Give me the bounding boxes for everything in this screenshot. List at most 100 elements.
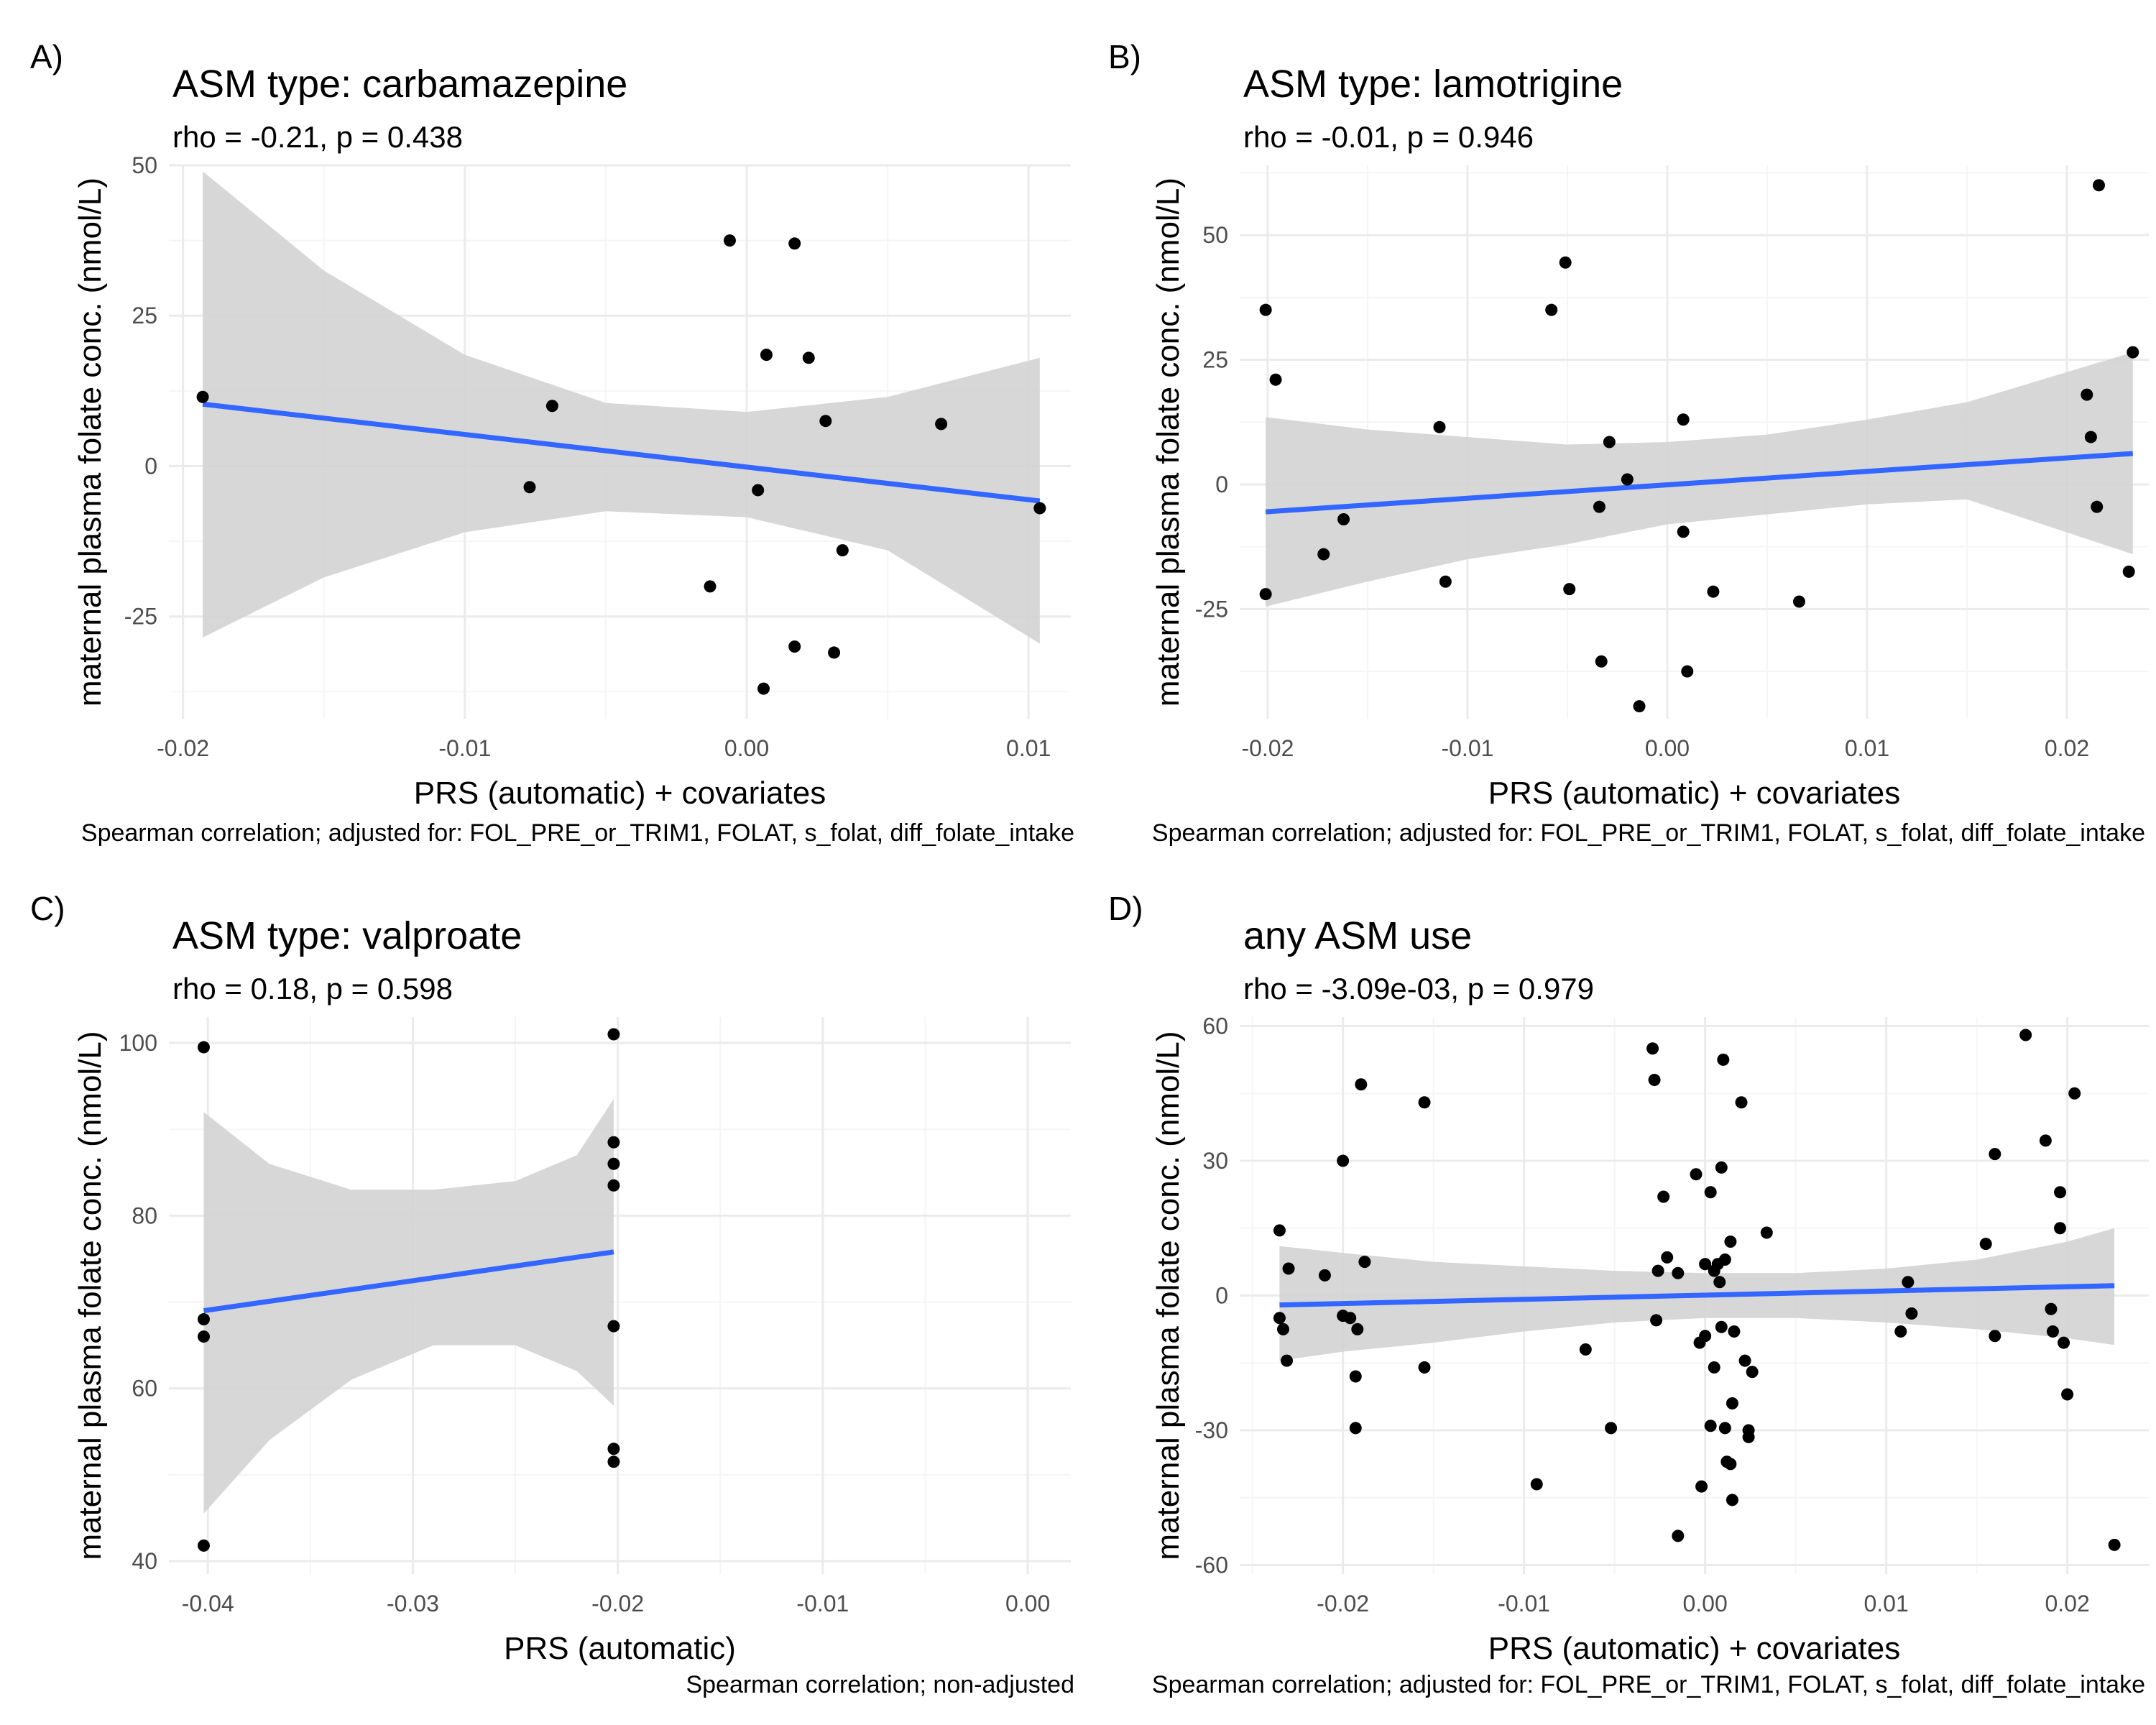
panel-subtitle: rho = -3.09e-03, p = 0.979 <box>1243 972 1594 1006</box>
data-point <box>1633 700 1646 713</box>
panel-title: ASM type: lamotrigine <box>1243 63 1623 106</box>
data-point <box>1259 588 1272 601</box>
y-tick-label: 40 <box>132 1548 157 1574</box>
data-point <box>607 1179 620 1192</box>
data-point <box>2068 1087 2081 1100</box>
panel-subtitle: rho = -0.21, p = 0.438 <box>172 120 463 154</box>
data-point <box>788 640 801 653</box>
data-point <box>2091 500 2104 513</box>
data-point <box>197 1330 210 1343</box>
y-axis-title: maternal plasma folate conc. (nmol/L) <box>73 178 108 707</box>
data-point <box>1033 502 1046 515</box>
data-point <box>1742 1430 1755 1443</box>
data-point <box>1269 373 1282 386</box>
data-point <box>2039 1134 2052 1147</box>
data-point <box>2054 1186 2067 1199</box>
data-point <box>607 1443 620 1455</box>
x-axis-title: PRS (automatic) + covariates <box>1488 1631 1900 1666</box>
data-point <box>2092 179 2105 192</box>
data-point <box>1281 1354 1294 1367</box>
data-point <box>1545 303 1558 316</box>
data-point <box>1657 1190 1670 1203</box>
x-tick-label: -0.01 <box>1498 1591 1550 1616</box>
data-point <box>2058 1336 2070 1349</box>
data-point <box>1337 1154 1350 1167</box>
y-axis-title: maternal plasma folate conc. (nmol/L) <box>1151 178 1186 707</box>
data-point <box>1760 1226 1773 1239</box>
confidence-ribbon <box>1266 352 2133 607</box>
panel-d: D) any ASM use rho = -3.09e-03, p = 0.979 -… <box>1108 890 2149 1698</box>
data-point <box>1677 413 1690 426</box>
data-point <box>1605 1422 1618 1435</box>
data-point <box>828 646 841 659</box>
x-tick-label: 0.01 <box>1864 1591 1908 1616</box>
y-tick-label: 30 <box>1202 1148 1228 1174</box>
data-point <box>1579 1343 1592 1356</box>
data-point <box>1989 1148 2001 1161</box>
panel-subtitle: rho = 0.18, p = 0.598 <box>172 972 453 1006</box>
data-point <box>1433 420 1446 433</box>
data-point <box>1563 583 1576 596</box>
data-point <box>1439 575 1452 588</box>
data-point <box>1650 1314 1663 1327</box>
data-point <box>607 1455 620 1468</box>
x-tick-label: -0.02 <box>1241 735 1294 761</box>
y-tick-label: 0 <box>1215 1283 1228 1309</box>
panel-caption: Spearman correlation; adjusted for: FOL_… <box>1152 1671 2145 1698</box>
data-point <box>1704 1186 1717 1199</box>
data-point <box>1349 1422 1362 1435</box>
panel-letter: D) <box>1108 890 1143 927</box>
y-tick-label: 50 <box>1202 222 1228 248</box>
y-tick-label: 80 <box>132 1202 157 1228</box>
data-point <box>1902 1276 1915 1289</box>
y-tick-label: -25 <box>1195 596 1228 622</box>
data-point <box>1724 1236 1737 1248</box>
data-point <box>1259 303 1272 316</box>
data-point <box>2061 1388 2074 1401</box>
data-point <box>1735 1096 1748 1109</box>
data-point <box>1713 1276 1726 1289</box>
data-point <box>1690 1168 1703 1181</box>
gridlines <box>1240 1017 2149 1574</box>
regression-line <box>202 401 1041 504</box>
data-point <box>1282 1262 1295 1275</box>
y-axis-title: maternal plasma folate conc. (nmol/L) <box>73 1031 108 1560</box>
data-point <box>1738 1354 1751 1367</box>
data-point <box>2127 346 2139 359</box>
data-point <box>1717 1053 1730 1066</box>
data-point <box>1603 436 1616 448</box>
data-point <box>2046 1325 2059 1338</box>
data-point <box>1905 1307 1918 1320</box>
y-tick-label: 25 <box>132 303 157 328</box>
data-point <box>1715 1161 1728 1174</box>
x-tick-label: 0.02 <box>2045 1591 2089 1616</box>
data-point <box>196 390 209 403</box>
panel-letter: A) <box>30 38 63 75</box>
x-tick-label: -0.01 <box>796 1591 849 1616</box>
data-point <box>760 349 773 362</box>
y-tick-label: 50 <box>132 152 157 178</box>
data-point <box>1273 1224 1286 1237</box>
data-point <box>1672 1530 1685 1542</box>
data-point <box>1699 1258 1712 1271</box>
data-point <box>1989 1330 2001 1343</box>
data-point <box>819 415 832 428</box>
data-point <box>1726 1397 1738 1409</box>
data-point <box>1728 1325 1741 1338</box>
y-axis-title: maternal plasma folate conc. (nmol/L) <box>1151 1031 1186 1560</box>
x-tick-label: 0.00 <box>1682 1591 1727 1616</box>
regression-line <box>1265 451 2133 515</box>
data-point <box>802 351 815 364</box>
panel-title: ASM type: valproate <box>172 914 522 957</box>
data-point <box>1704 1420 1717 1432</box>
x-tick-label: 0.00 <box>724 735 769 761</box>
x-tick-label: -0.02 <box>1317 1591 1369 1616</box>
y-tick-label: 25 <box>1202 347 1228 373</box>
data-points <box>1273 1029 2121 1551</box>
x-tick-label: 0.00 <box>1645 735 1690 761</box>
x-tick-label: -0.03 <box>387 1591 439 1616</box>
y-tick-label: 60 <box>1202 1013 1228 1039</box>
data-point <box>1894 1325 1907 1338</box>
panel-c: C) ASM type: valproate rho = 0.18, p = 0.5… <box>30 890 1074 1698</box>
